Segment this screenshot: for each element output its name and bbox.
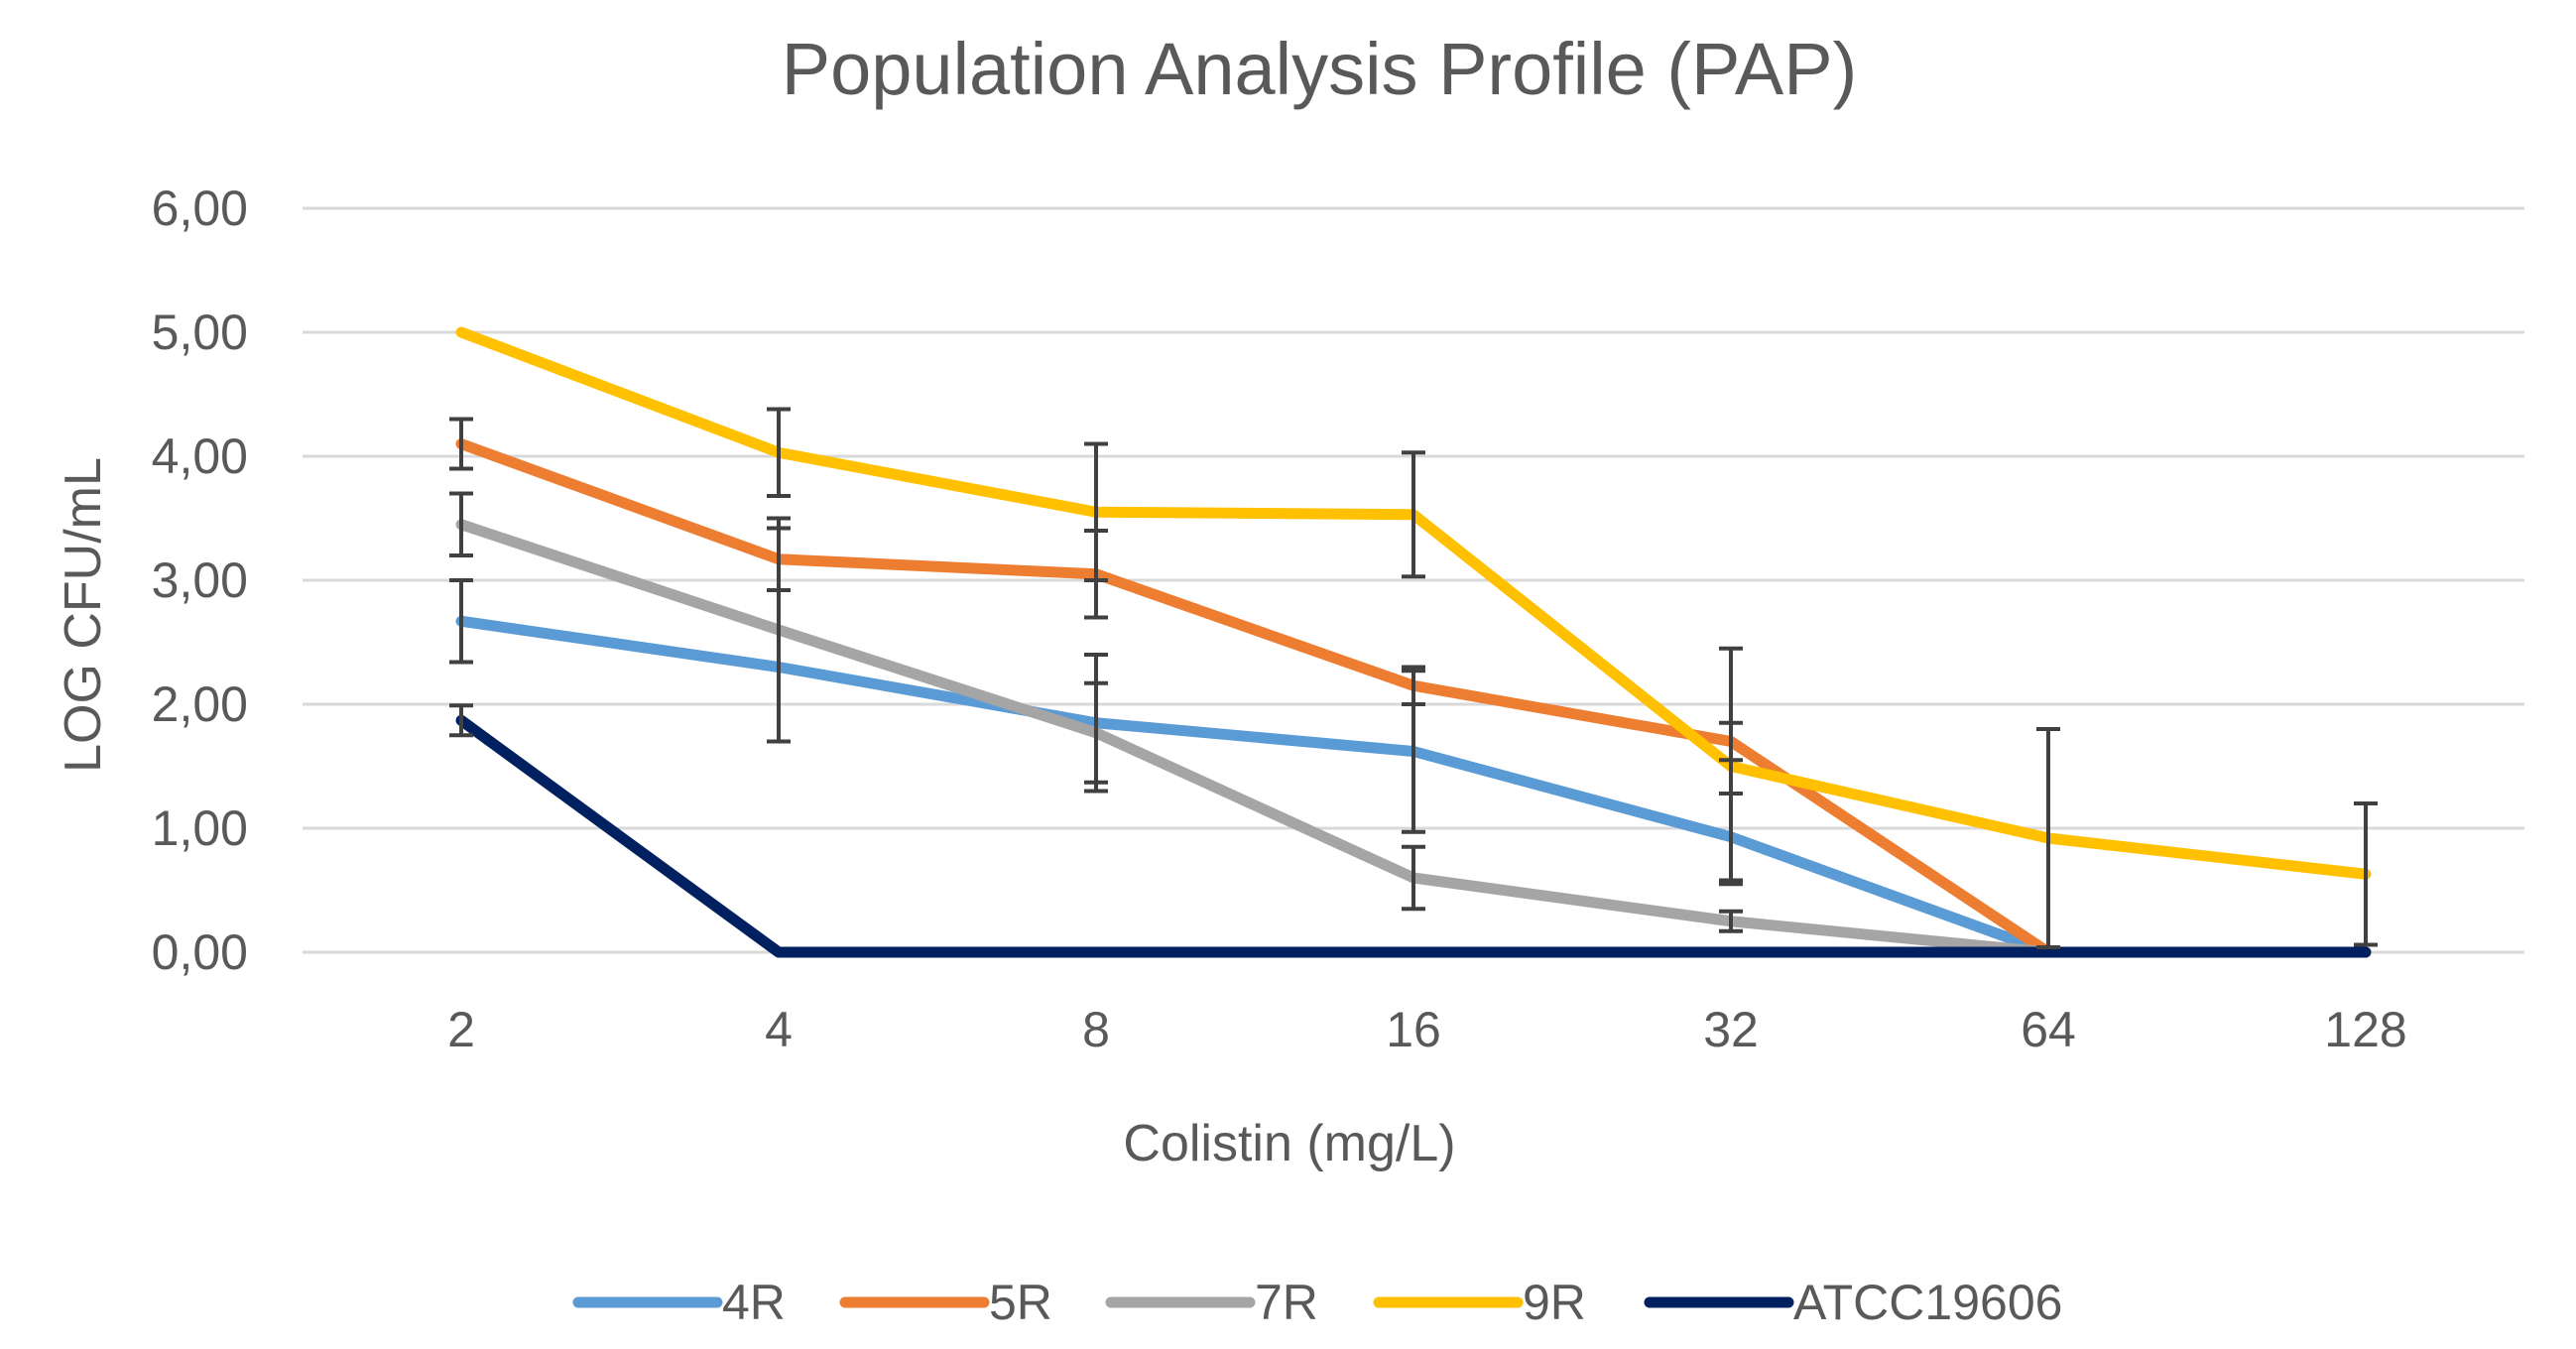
y-tick-label: 0,00 xyxy=(152,924,248,980)
legend-label-4r: 4R xyxy=(722,1275,786,1330)
y-tick-label: 2,00 xyxy=(152,676,248,732)
series-line-5r xyxy=(455,438,2054,958)
error-bar-9r xyxy=(1719,646,1743,887)
x-axis-ticks: 2 4 8 16 32 64 128 xyxy=(447,1002,2407,1057)
y-tick-label: 4,00 xyxy=(152,429,248,484)
series-line-7r xyxy=(455,519,2054,958)
legend: 4R 5R 7R 9R ATCC19606 xyxy=(572,1275,2062,1330)
error-bar-9r xyxy=(2354,801,2378,947)
y-tick-label: 5,00 xyxy=(152,305,248,360)
error-bar-7r xyxy=(767,516,791,744)
x-axis-label: Colistin (mg/L) xyxy=(1123,1115,1455,1172)
error-bar-7r xyxy=(1402,844,1425,912)
error-bar-5r xyxy=(449,417,473,471)
error-bar-atcc19606 xyxy=(449,703,473,738)
error-bar-4r xyxy=(449,578,473,665)
legend-label-9r: 9R xyxy=(1523,1275,1586,1330)
error-bar-9r xyxy=(1084,441,1108,582)
y-tick-label: 3,00 xyxy=(152,552,248,608)
y-tick-label: 1,00 xyxy=(152,800,248,856)
y-axis-label: LOG CFU/mL xyxy=(55,457,112,773)
chart-title: Population Analysis Profile (PAP) xyxy=(782,28,1858,110)
y-axis-ticks: 0,00 1,00 2,00 3,00 4,00 5,00 6,00 xyxy=(152,181,248,980)
series-line-4r xyxy=(455,615,2054,958)
series-line-atcc19606 xyxy=(455,714,2372,958)
x-tick-label: 4 xyxy=(765,1002,793,1057)
error-bar-7r xyxy=(449,491,473,557)
legend-label-atcc19606: ATCC19606 xyxy=(1793,1275,2062,1330)
y-tick-label: 6,00 xyxy=(152,181,248,236)
x-tick-label: 32 xyxy=(1703,1002,1759,1057)
x-tick-label: 128 xyxy=(2324,1002,2406,1057)
error-bar-7r xyxy=(1084,680,1108,785)
error-bar-7r xyxy=(1719,909,1743,933)
legend-label-7r: 7R xyxy=(1255,1275,1318,1330)
x-tick-label: 64 xyxy=(2021,1002,2076,1057)
error-bar-9r xyxy=(767,407,791,498)
error-bars xyxy=(449,407,2378,949)
error-bar-5r xyxy=(1402,665,1425,706)
x-tick-label: 2 xyxy=(447,1002,475,1057)
x-tick-label: 16 xyxy=(1386,1002,1441,1057)
x-tick-label: 8 xyxy=(1082,1002,1110,1057)
error-bar-9r xyxy=(2036,727,2060,949)
legend-label-5r: 5R xyxy=(989,1275,1052,1330)
error-bar-9r xyxy=(1402,450,1425,579)
